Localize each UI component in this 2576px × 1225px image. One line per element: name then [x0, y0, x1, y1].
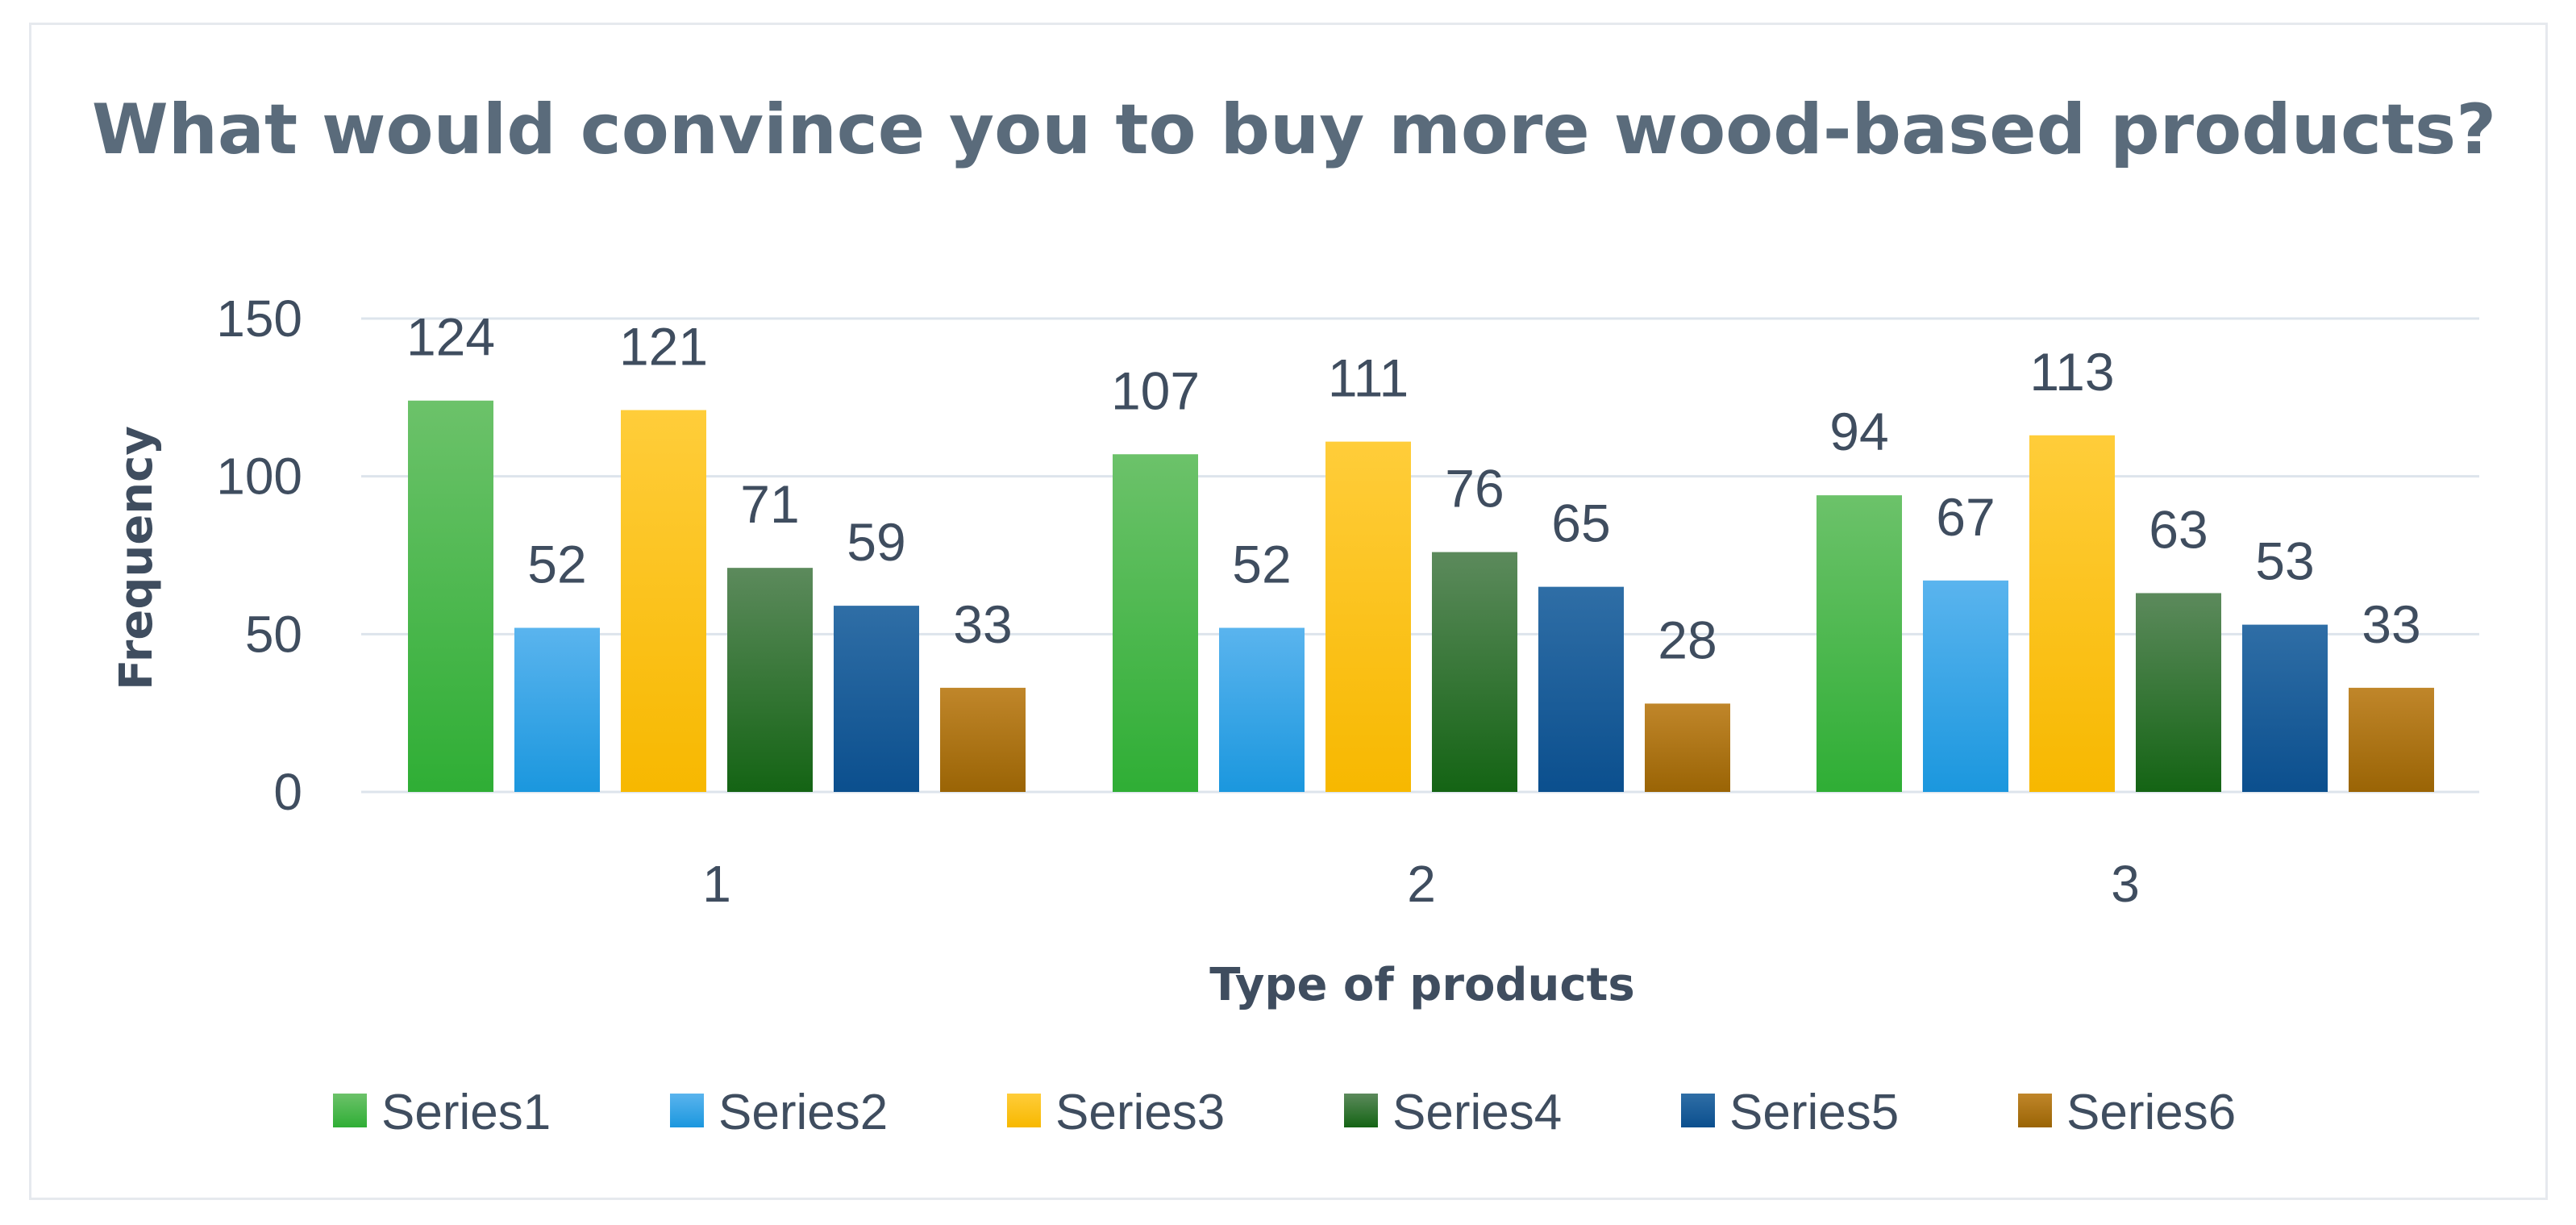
data-label: 28 [1658, 610, 1717, 669]
data-label: 71 [740, 474, 799, 534]
legend-item-series2: Series2 [670, 1085, 888, 1140]
data-label: 111 [1328, 348, 1409, 408]
y-tick-label: 150 [216, 290, 302, 348]
legend-label: Series2 [718, 1085, 888, 1140]
bar-series5-cat-2 [1538, 586, 1624, 792]
data-label: 53 [2255, 531, 2314, 591]
x-tick-label: 2 [1407, 855, 1436, 913]
y-axis-label: Frequency [110, 426, 163, 690]
legend-label: Series4 [1392, 1085, 1562, 1140]
data-label: 67 [1936, 487, 1995, 547]
bar-series6-cat-3 [2349, 687, 2434, 792]
x-axis-label: Type of products [1209, 959, 1634, 1011]
data-label: 33 [2362, 594, 2420, 654]
bar-series4-cat-1 [727, 568, 813, 792]
legend-swatch [333, 1094, 367, 1127]
data-label: 52 [1232, 535, 1291, 594]
legend-item-series1: Series1 [333, 1085, 551, 1140]
data-label: 33 [953, 594, 1012, 654]
legend-label: Series5 [1729, 1085, 1899, 1140]
bar-series6-cat-1 [940, 687, 1026, 792]
bar-series1-cat-1 [408, 400, 493, 792]
gridlines [361, 317, 2479, 794]
legend-swatch [1007, 1094, 1041, 1127]
legend-item-series3: Series3 [1007, 1085, 1225, 1140]
chart-title: What would convince you to buy more wood… [92, 90, 2496, 170]
data-label: 121 [619, 316, 708, 376]
bar-series4-cat-2 [1432, 552, 1517, 792]
bar-series2-cat-1 [514, 627, 600, 792]
y-tick-label: 100 [216, 448, 302, 506]
bar-series1-cat-3 [1817, 495, 1902, 792]
data-label: 59 [847, 512, 905, 572]
bars [408, 400, 2434, 792]
legend-item-series5: Series5 [1681, 1085, 1899, 1140]
bar-series6-cat-2 [1645, 703, 1730, 792]
bar-series3-cat-1 [621, 410, 706, 792]
data-label: 107 [1111, 360, 1200, 420]
data-label: 65 [1551, 494, 1610, 553]
data-label: 76 [1445, 459, 1504, 519]
data-labels: 124 52 121 71 59 33 107 52 111 76 65 28 94 67 113 63 53 3… [406, 307, 2421, 670]
y-tick-label: 0 [273, 763, 302, 821]
data-label: 113 [2029, 342, 2114, 402]
bar-series2-cat-3 [1923, 580, 2008, 792]
x-tick-label: 1 [702, 855, 731, 913]
legend-item-series4: Series4 [1344, 1085, 1562, 1140]
legend-label: Series3 [1055, 1085, 1225, 1140]
bar-series3-cat-2 [1325, 441, 1411, 792]
data-label: 52 [527, 535, 586, 594]
bar-series1-cat-2 [1113, 454, 1198, 792]
y-axis-ticks: 0 50 100 150 [216, 290, 302, 821]
bar-series5-cat-3 [2242, 624, 2328, 792]
bar-series2-cat-2 [1219, 627, 1305, 792]
bar-series3-cat-3 [2029, 435, 2115, 792]
legend: Series1 Series2 Series3 Series4 Series5 Serie… [333, 1085, 2236, 1140]
legend-label: Series6 [2066, 1085, 2236, 1140]
legend-swatch [1681, 1094, 1715, 1127]
data-label: 63 [2149, 499, 2208, 559]
bar-series5-cat-1 [834, 606, 919, 792]
bar-series4-cat-3 [2136, 593, 2221, 792]
legend-swatch [2018, 1094, 2052, 1127]
legend-swatch [670, 1094, 704, 1127]
data-label: 94 [1829, 402, 1888, 461]
legend-item-series6: Series6 [2018, 1085, 2236, 1140]
x-axis-ticks: 1 2 3 [702, 855, 2140, 913]
x-tick-label: 3 [2111, 855, 2140, 913]
data-label: 124 [406, 307, 495, 367]
legend-swatch [1344, 1094, 1378, 1127]
legend-label: Series1 [381, 1085, 551, 1140]
y-tick-label: 50 [245, 605, 302, 663]
